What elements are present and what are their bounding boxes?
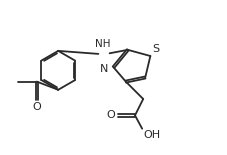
Text: NH: NH bbox=[95, 39, 110, 49]
Text: OH: OH bbox=[144, 130, 161, 140]
Text: O: O bbox=[32, 102, 41, 113]
Text: N: N bbox=[100, 64, 108, 74]
Text: S: S bbox=[152, 44, 160, 54]
Text: O: O bbox=[106, 110, 115, 120]
